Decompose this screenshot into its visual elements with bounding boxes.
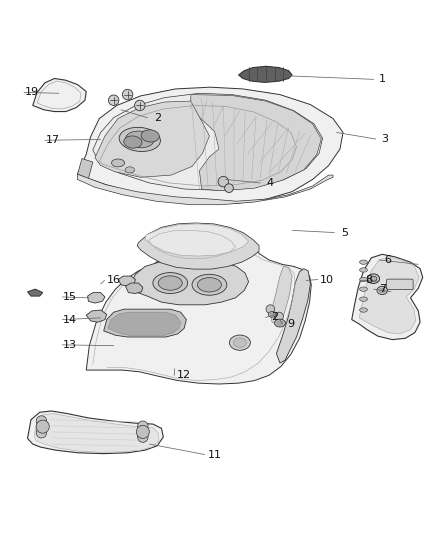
Ellipse shape [112,159,124,167]
Circle shape [136,425,149,439]
Ellipse shape [360,277,367,282]
Polygon shape [95,101,209,177]
Circle shape [36,427,47,438]
Circle shape [36,420,49,433]
Polygon shape [86,231,311,384]
Ellipse shape [119,127,160,151]
Text: 2: 2 [271,312,278,322]
Polygon shape [130,261,249,305]
Polygon shape [86,310,107,322]
Ellipse shape [233,338,247,348]
Text: 10: 10 [320,274,334,285]
Polygon shape [78,174,333,205]
Polygon shape [104,309,186,337]
Ellipse shape [192,274,227,295]
Circle shape [138,421,148,431]
Text: 4: 4 [267,178,274,188]
Polygon shape [93,93,322,190]
Polygon shape [145,224,249,256]
Polygon shape [137,223,259,269]
Circle shape [266,305,275,313]
Ellipse shape [360,260,367,264]
Polygon shape [28,411,163,454]
Ellipse shape [377,286,388,295]
Polygon shape [270,266,292,324]
Polygon shape [78,158,93,179]
Polygon shape [34,414,159,453]
Text: 19: 19 [25,87,39,98]
Polygon shape [118,276,135,286]
Polygon shape [359,257,419,334]
Ellipse shape [198,278,221,292]
Ellipse shape [360,297,367,301]
Text: 14: 14 [63,314,77,325]
Circle shape [275,312,283,321]
Polygon shape [28,289,43,296]
Ellipse shape [158,276,182,290]
Ellipse shape [270,313,274,316]
Ellipse shape [230,335,251,350]
Text: 13: 13 [63,340,77,350]
Text: 3: 3 [381,134,388,144]
Circle shape [218,176,229,187]
Circle shape [225,184,233,192]
Ellipse shape [141,130,159,142]
Ellipse shape [126,131,154,148]
Text: 15: 15 [63,292,77,302]
Ellipse shape [367,274,380,284]
Text: 8: 8 [366,276,373,286]
Text: 5: 5 [341,228,348,238]
Ellipse shape [268,312,276,317]
Text: 17: 17 [46,135,60,146]
Text: 7: 7 [378,284,386,294]
Ellipse shape [360,287,367,292]
Polygon shape [88,293,105,303]
Polygon shape [33,78,86,111]
Polygon shape [78,87,343,204]
Circle shape [138,432,148,442]
Ellipse shape [360,268,367,272]
Text: 16: 16 [107,276,121,286]
Ellipse shape [275,319,286,327]
Text: 6: 6 [385,255,392,265]
Circle shape [36,416,47,426]
Ellipse shape [360,308,367,312]
Polygon shape [239,66,292,83]
Ellipse shape [370,276,377,281]
Polygon shape [108,312,181,335]
Ellipse shape [153,272,187,294]
Text: 12: 12 [177,370,191,381]
FancyBboxPatch shape [387,279,413,289]
Circle shape [122,90,133,100]
Ellipse shape [379,288,385,293]
Text: 1: 1 [379,75,386,84]
Text: 2: 2 [154,112,161,123]
Circle shape [134,100,145,111]
Ellipse shape [124,136,142,148]
Polygon shape [191,94,321,191]
Text: 11: 11 [208,449,222,459]
Circle shape [109,95,119,106]
Polygon shape [276,269,311,363]
Polygon shape [352,254,423,340]
Text: 9: 9 [287,319,294,329]
Polygon shape [125,283,143,294]
Ellipse shape [125,167,134,173]
Ellipse shape [277,321,283,325]
